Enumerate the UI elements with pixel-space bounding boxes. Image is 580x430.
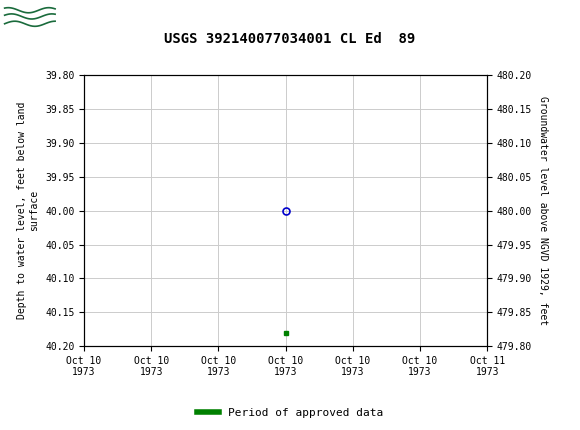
Y-axis label: Depth to water level, feet below land
surface: Depth to water level, feet below land su… bbox=[17, 102, 39, 319]
Y-axis label: Groundwater level above NGVD 1929, feet: Groundwater level above NGVD 1929, feet bbox=[538, 96, 548, 325]
Legend: Period of approved data: Period of approved data bbox=[193, 403, 387, 422]
Text: USGS: USGS bbox=[67, 9, 122, 27]
Bar bbox=[3, 3, 58, 34]
Text: USGS 392140077034001 CL Ed  89: USGS 392140077034001 CL Ed 89 bbox=[164, 32, 416, 46]
